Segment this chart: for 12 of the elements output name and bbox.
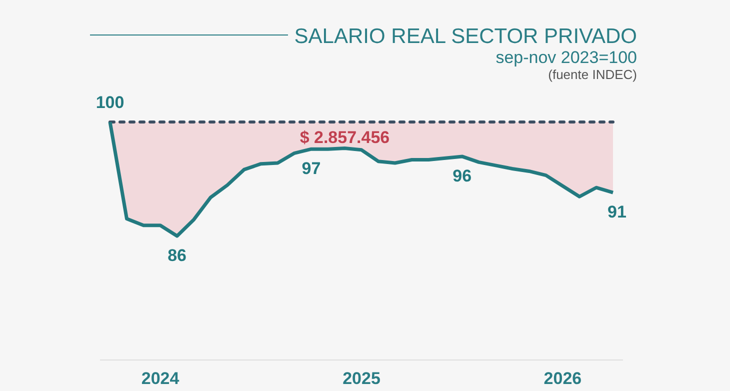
chart-title: SALARIO REAL SECTOR PRIVADO	[294, 25, 637, 48]
x-tick-label: 2026	[544, 369, 582, 388]
data-label: 86	[168, 246, 187, 265]
data-label: 100	[96, 93, 124, 112]
annotation: $ 2.857.456	[300, 128, 390, 147]
data-label: 96	[452, 166, 472, 186]
x-tick-label: 2025	[342, 369, 380, 388]
chart-subtitle: sep-nov 2023=100	[496, 48, 637, 67]
text: (fuente INDEC)	[548, 67, 637, 82]
data-label: 97	[302, 159, 321, 178]
x-tick-label: 2024	[141, 369, 180, 388]
data-label: 91	[608, 202, 626, 222]
